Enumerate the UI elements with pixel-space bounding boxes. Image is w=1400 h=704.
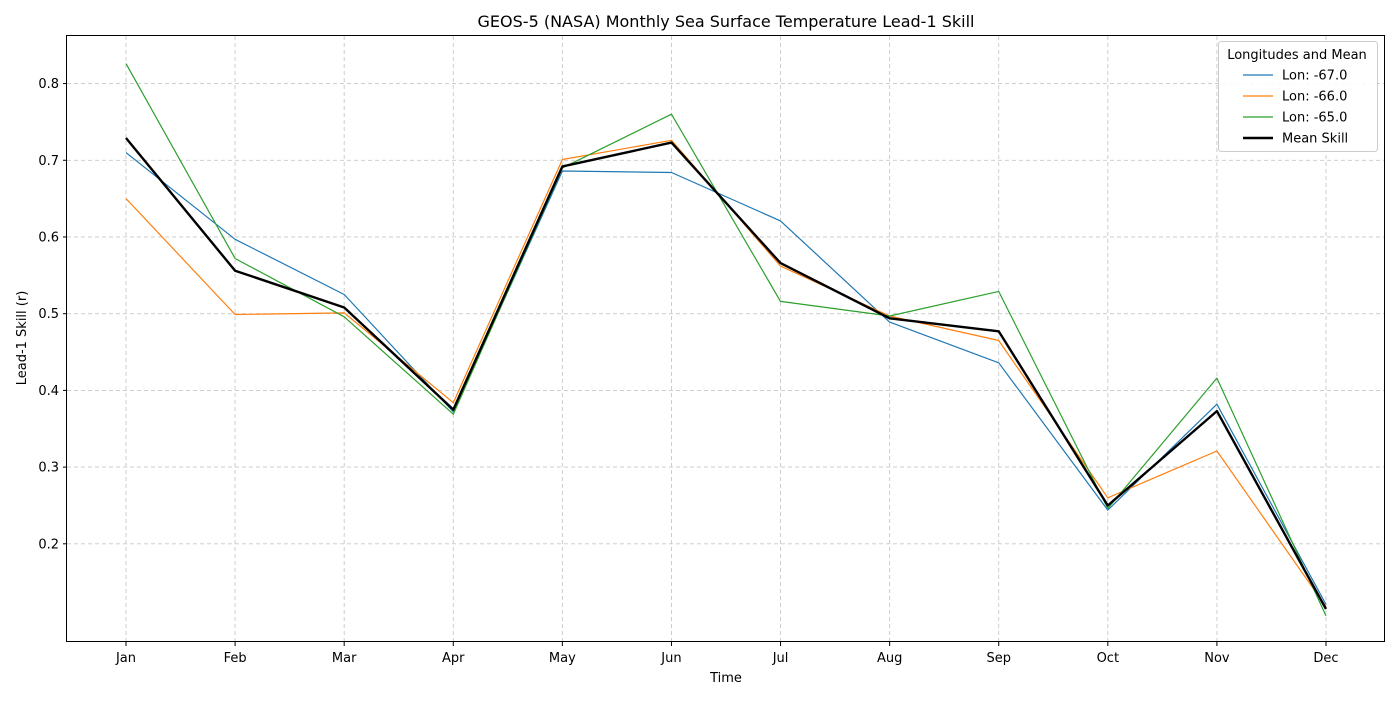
legend-label-mean-skill: Mean Skill [1282, 132, 1348, 147]
y-tick-label: 0.7 [38, 154, 59, 169]
legend-label-lon-65-0: Lon: -65.0 [1282, 111, 1347, 126]
grid-lines [67, 36, 1385, 642]
series-line-mean-skill [125, 137, 1328, 610]
y-tick-label: 0.2 [38, 537, 59, 552]
y-tick-label: 0.5 [38, 307, 59, 322]
x-tick-label: Jun [660, 651, 681, 666]
x-tick-label: Sep [986, 651, 1011, 666]
legend: Longitudes and Mean Lon: -67.0 Lon: -66.0… [1218, 41, 1378, 152]
x-tick-label: Mar [332, 651, 357, 666]
x-axis-ticks: Jan Feb Mar Apr May Jun Jul Aug Sep Oct Nov Dec [115, 642, 1339, 666]
y-axis-label: Lead-1 Skill (r) [15, 291, 30, 386]
legend-items: Lon: -67.0 Lon: -66.0 Lon: -65.0 Mean Skill [1243, 69, 1348, 147]
x-tick-label: May [549, 651, 576, 666]
x-tick-label: Nov [1204, 651, 1230, 666]
chart-title: GEOS-5 (NASA) Monthly Sea Surface Temper… [478, 12, 975, 31]
legend-title: Longitudes and Mean [1227, 48, 1367, 63]
series-line-lon-65-0 [125, 63, 1327, 617]
y-tick-label: 0.6 [38, 230, 59, 245]
series-lines [125, 63, 1328, 617]
x-tick-label: Aug [877, 651, 902, 666]
x-tick-label: Jan [115, 651, 136, 666]
x-axis-label: Time [709, 671, 742, 686]
x-tick-label: Apr [442, 651, 465, 666]
y-tick-label: 0.8 [38, 77, 59, 92]
y-tick-label: 0.4 [38, 384, 59, 399]
plot-area-frame [66, 35, 1385, 642]
legend-label-lon-66-0: Lon: -66.0 [1282, 90, 1347, 105]
series-line-lon-67-0 [125, 152, 1327, 605]
x-tick-label: Jul [772, 651, 789, 666]
y-tick-label: 0.3 [38, 461, 59, 476]
x-tick-label: Feb [224, 651, 247, 666]
legend-label-lon-67-0: Lon: -67.0 [1282, 69, 1347, 84]
y-axis-ticks: 0.2 0.3 0.4 0.5 0.6 0.7 0.8 [38, 77, 67, 552]
series-line-lon-66-0 [125, 139, 1327, 608]
x-tick-label: Dec [1313, 651, 1338, 666]
legend-box [1218, 41, 1378, 152]
x-tick-label: Oct [1097, 651, 1119, 666]
